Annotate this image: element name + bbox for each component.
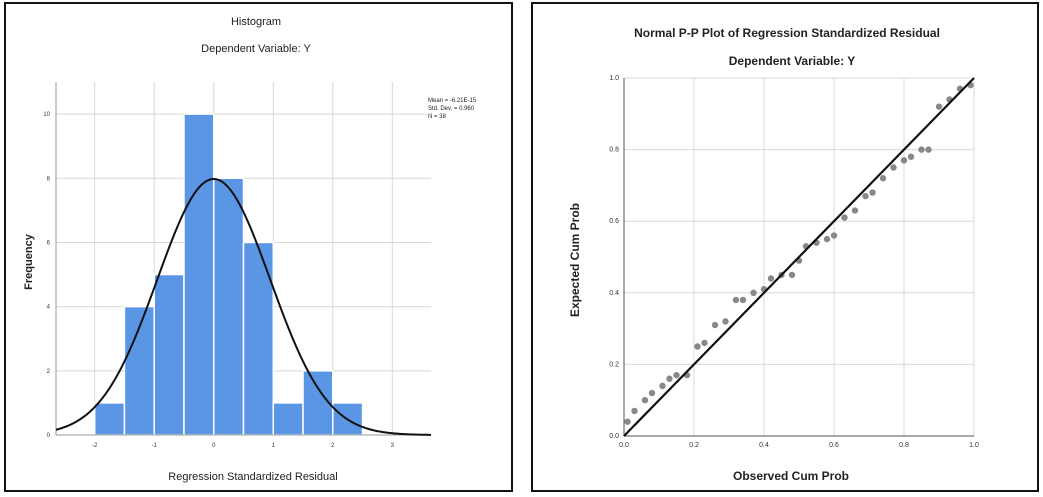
histogram-bar [153,273,185,436]
pp-plot-point [648,389,656,397]
pp-plot-point [935,103,943,110]
pp-plot-point [918,146,925,153]
pp-plot-x-tick-label: 0.2 [689,442,699,449]
pp-plot-y-tick-label: 0.8 [609,147,619,154]
histogram-y-tick-label: 10 [43,112,50,118]
histogram-x-tick-label: 1 [272,443,276,449]
pp-plot-point [830,232,838,239]
pp-plot-point [666,375,673,382]
pp-plot-x-tick-label: 0.4 [759,442,769,449]
pp-plot-point [851,207,859,214]
pp-plot-y-tick-label: 0.4 [609,290,619,297]
pp-plot-panel: Normal P-P Plot of Regression Standardiz… [531,2,1039,492]
pp-plot-point [862,192,869,200]
pp-plot-title: Normal P-P Plot of Regression Standardiz… [634,26,940,40]
histogram-x-axis-label: Regression Standardized Residual [168,471,337,483]
pp-plot-point [694,343,701,350]
histogram-y-tick-label: 4 [47,305,51,311]
histogram-bar [242,241,275,436]
pp-plot-y-tick-label: 0.6 [609,218,619,225]
pp-plot-point [739,296,747,304]
histogram-stat-std-dev: Std. Dev. = 0.960 [428,106,475,112]
histogram-y-tick-label: 0 [47,433,51,439]
pp-plot-y-tick-label: 0.0 [609,433,619,440]
histogram-chart: Histogram Dependent Variable: Y Regressi… [23,16,477,483]
pp-plot-x-tick-label: 0.0 [619,442,629,449]
histogram-normal-curve [55,177,432,436]
histogram-title: Histogram [231,16,281,28]
histogram-stat-mean: Mean = -6.21E-15 [428,98,477,104]
pp-plot-point [641,397,649,404]
histogram-y-tick-label: 8 [47,176,51,182]
pp-plot-point [879,175,887,182]
pp-plot-point [701,339,708,347]
histogram-x-tick-label: -1 [152,443,158,449]
pp-plot-x-tick-label: 0.8 [899,442,909,449]
pp-plot-point [907,153,915,160]
pp-plot-y-tick-label: 0.2 [609,361,619,368]
pp-plot-point [722,318,729,325]
histogram-x-tick-label: 3 [391,443,395,449]
pp-plot-point [750,289,757,296]
pp-plot-y-tick-label: 1.0 [609,75,619,82]
histogram-x-tick-label: 2 [331,443,335,449]
histogram-panel: Histogram Dependent Variable: Y Regressi… [4,2,513,492]
pp-plot-point [900,157,908,164]
histogram-subtitle: Dependent Variable: Y [201,43,311,55]
pp-plot-reference-line [623,77,975,437]
histogram-bar [93,402,126,436]
pp-plot-point [732,296,740,304]
histogram-bar [212,177,245,436]
pp-plot-point [823,235,831,243]
pp-plot-x-tick-label: 0.6 [829,442,839,449]
histogram-x-tick-label: 0 [212,443,216,449]
pp-plot-point [841,214,848,221]
pp-plot-point [925,146,932,153]
pp-plot-x-tick-label: 1.0 [969,442,979,449]
histogram-stat-n: N = 38 [428,114,447,120]
pp-plot-point [673,371,680,379]
pp-plot-x-axis-label: Observed Cum Prob [733,469,849,483]
pp-plot-subtitle: Dependent Variable: Y [729,54,856,68]
pp-plot-point [767,275,775,282]
pp-plot-point [869,189,876,196]
histogram-y-axis-label: Frequency [23,233,35,290]
histogram-bar [272,402,304,436]
pp-plot-point [788,271,796,279]
histogram-x-tick-label: -2 [92,443,98,449]
histogram-bar [183,113,215,436]
histogram-y-tick-label: 6 [47,240,51,246]
pp-plot-point [659,382,666,390]
pp-plot-point [631,407,638,415]
pp-plot-chart: Normal P-P Plot of Regression Standardiz… [568,26,979,483]
histogram-y-tick-label: 2 [47,369,51,375]
pp-plot-point [624,418,631,425]
pp-plot-point [890,164,897,171]
pp-plot-y-axis-label: Expected Cum Prob [568,203,582,317]
pp-plot-point [711,321,719,329]
